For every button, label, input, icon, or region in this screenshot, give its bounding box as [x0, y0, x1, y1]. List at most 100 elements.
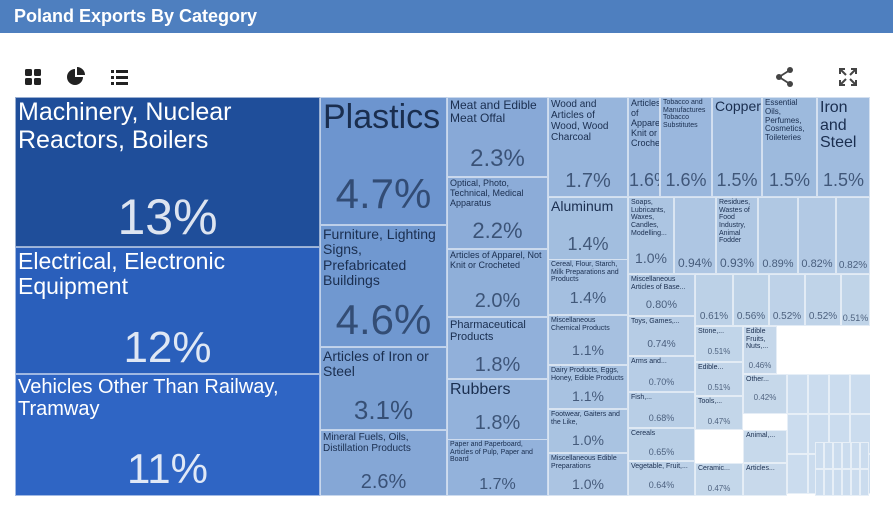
treemap-tile-value: 0.61%	[699, 311, 729, 322]
grid-icon[interactable]	[23, 66, 45, 88]
treemap-tile[interactable]: Essential Oils, Perfumes, Cosmetics, Toi…	[762, 97, 817, 197]
share-icon[interactable]	[774, 66, 796, 88]
treemap-tile-value: 0.82%	[801, 258, 833, 270]
treemap-tile[interactable]: Plastics 4.7%	[320, 97, 447, 225]
treemap-tile[interactable]: Meat and Edible Meat Offal 2.3%	[447, 97, 548, 177]
treemap-tile[interactable]: Vehicles Other Than Railway, Tramway 11%	[15, 374, 320, 496]
treemap-tile[interactable]: 0.56%	[733, 274, 769, 326]
treemap-tile[interactable]: 0.52%	[769, 274, 805, 326]
treemap-tile-value: 0.93%	[719, 256, 755, 270]
treemap-tile[interactable]: Edible... 0.51%	[695, 362, 743, 396]
treemap-tile-value: 0.70%	[648, 377, 675, 387]
treemap-tile[interactable]: Miscellaneous Articles of Base... 0.80%	[628, 274, 695, 316]
treemap-tile-small[interactable]	[787, 374, 808, 414]
treemap-tile-label: Articles...	[746, 465, 775, 472]
treemap-tile-value: 1.5%	[768, 170, 811, 190]
treemap-tile-label: Aluminum	[551, 198, 614, 214]
treemap-tile-small[interactable]	[815, 469, 824, 496]
treemap-tile[interactable]: Mineral Fuels, Oils, Distillation Produc…	[320, 430, 447, 496]
pie-chart-icon[interactable]	[65, 66, 87, 88]
treemap-tile[interactable]: 0.82%	[836, 197, 870, 274]
treemap-tile[interactable]: Stone,... 0.51%	[695, 326, 743, 362]
treemap-tile-small[interactable]	[808, 374, 829, 414]
treemap-tile[interactable]: Footwear, Gaiters and the Like, 1.0%	[548, 409, 628, 453]
treemap-tile[interactable]: Soaps, Lubricants, Waxes, Candles, Model…	[628, 197, 674, 274]
treemap-tile-label: Wood and Articles of Wood, Wood Charcoal	[551, 99, 609, 143]
treemap-tile[interactable]: Optical, Photo, Technical, Medical Appar…	[447, 177, 548, 249]
treemap-tile-small[interactable]	[824, 442, 833, 469]
treemap-tile-value: 0.56%	[736, 311, 766, 322]
treemap-tile-small[interactable]	[850, 374, 870, 414]
treemap-tile-small[interactable]	[851, 442, 860, 469]
treemap-tile-value: 0.46%	[748, 361, 772, 370]
treemap-tile-label: Miscellaneous Chemical Products	[551, 317, 610, 332]
treemap-tile[interactable]: 0.82%	[798, 197, 836, 274]
treemap-tile-value: 1.6%	[629, 170, 659, 190]
treemap-tile[interactable]: Tools,... 0.47%	[695, 396, 743, 430]
treemap-tile[interactable]: 0.52%	[805, 274, 841, 326]
treemap-tile-small[interactable]	[842, 469, 851, 496]
treemap-tile[interactable]: Articles of Iron or Steel 3.1%	[320, 347, 447, 430]
treemap-tile[interactable]: Tobacco and Manufactures Tobacco Substit…	[660, 97, 712, 197]
treemap-tile[interactable]: Fish,... 0.68%	[628, 392, 695, 428]
treemap-tile-value: 11%	[127, 445, 208, 492]
treemap-tile-small[interactable]	[842, 442, 851, 469]
treemap-tile[interactable]: Residues, Wastes of Food Industry, Anima…	[716, 197, 758, 274]
treemap-tile[interactable]: Copper 1.5%	[712, 97, 762, 197]
treemap-tile[interactable]: Dairy Products, Eggs, Honey, Edible Prod…	[548, 365, 628, 409]
treemap-tile[interactable]: Toys, Games,... 0.74%	[628, 316, 695, 356]
treemap-tile-label: Tools,...	[698, 398, 723, 405]
treemap-tile[interactable]: Articles of Apparel, Knit or Crocheted 1.…	[628, 97, 660, 197]
treemap-tile[interactable]: Cereal, Flour, Starch, Milk Preparations…	[548, 259, 628, 315]
treemap-tile[interactable]: Furniture, Lighting Signs, Prefabricated…	[320, 225, 447, 347]
treemap-tile-small[interactable]	[860, 442, 869, 469]
treemap-tile[interactable]: Ceramic... 0.47%	[695, 463, 743, 496]
treemap-tile-label: Cereals	[631, 430, 656, 437]
treemap-tile-value: 1.0%	[635, 250, 667, 266]
treemap-tile[interactable]: Wood and Articles of Wood, Wood Charcoal…	[548, 97, 628, 197]
treemap-tile-label: Paper and Paperboard, Articles of Pulp, …	[450, 441, 533, 464]
treemap-tile-value: 2.0%	[474, 290, 521, 312]
treemap-tile[interactable]: Articles...	[743, 463, 787, 496]
treemap-tile-label: Other...	[746, 376, 769, 383]
treemap-tile-small[interactable]	[860, 469, 869, 496]
treemap-tile-label: Miscellaneous Articles of Base...	[631, 276, 686, 291]
treemap-tile[interactable]: 0.94%	[674, 197, 716, 274]
treemap-tile[interactable]: Cereals 0.65%	[628, 428, 695, 461]
treemap-tile-small[interactable]	[824, 469, 833, 496]
treemap-tile-value: 0.80%	[645, 299, 678, 311]
treemap-tile[interactable]: Vegetable, Fruit,... 0.64%	[628, 461, 695, 496]
treemap-tile[interactable]: Animal,...	[743, 430, 787, 463]
treemap-tile-value: 1.6%	[665, 170, 707, 190]
treemap-tile[interactable]: Electrical, Electronic Equipment 12%	[15, 247, 320, 374]
treemap-tile-value: 1.5%	[716, 170, 758, 190]
treemap-tile-label: Machinery, Nuclear Reactors, Boilers	[18, 98, 232, 154]
treemap-tile[interactable]: Machinery, Nuclear Reactors, Boilers 13%	[15, 97, 320, 247]
treemap-tile[interactable]: Other... 0.42%	[743, 374, 787, 414]
treemap-tile[interactable]: Iron and Steel 1.5%	[817, 97, 870, 197]
treemap-tile-small[interactable]	[787, 454, 808, 494]
treemap-tile[interactable]: 0.89%	[758, 197, 798, 274]
treemap-tile[interactable]: Articles of Apparel, Not Knit or Crochet…	[447, 249, 548, 317]
treemap-tile[interactable]: Arms and... 0.70%	[628, 356, 695, 392]
treemap-tile-small[interactable]	[833, 469, 842, 496]
treemap-tile[interactable]: 0.61%	[695, 274, 733, 326]
list-icon[interactable]	[109, 66, 131, 88]
treemap-tile-small[interactable]	[829, 374, 850, 414]
treemap-chart: Machinery, Nuclear Reactors, Boilers 13% E…	[15, 97, 870, 496]
treemap-tile-value: 1.1%	[572, 388, 604, 404]
treemap-tile-label: Dairy Products, Eggs, Honey, Edible Prod…	[551, 367, 624, 382]
expand-icon[interactable]	[837, 66, 859, 88]
treemap-tile-small[interactable]	[787, 414, 808, 454]
treemap-tile[interactable]: 0.51%	[841, 274, 870, 326]
treemap-tile[interactable]: Edible Fruits, Nuts,... 0.46%	[743, 326, 777, 374]
treemap-tile[interactable]: Miscellaneous Edible Preparations 1.0%	[548, 453, 628, 496]
treemap-tile[interactable]: Pharmaceutical Products 1.8%	[447, 317, 548, 379]
treemap-tile[interactable]: Paper and Paperboard, Articles of Pulp, …	[447, 439, 548, 496]
treemap-tile-small[interactable]	[815, 442, 824, 469]
treemap-tile-label: Furniture, Lighting Signs, Prefabricated…	[323, 226, 436, 289]
treemap-tile[interactable]: Miscellaneous Chemical Products 1.1%	[548, 315, 628, 365]
treemap-tile-label: Plastics	[323, 98, 441, 136]
treemap-tile-small[interactable]	[851, 469, 860, 496]
treemap-tile-small[interactable]	[833, 442, 842, 469]
